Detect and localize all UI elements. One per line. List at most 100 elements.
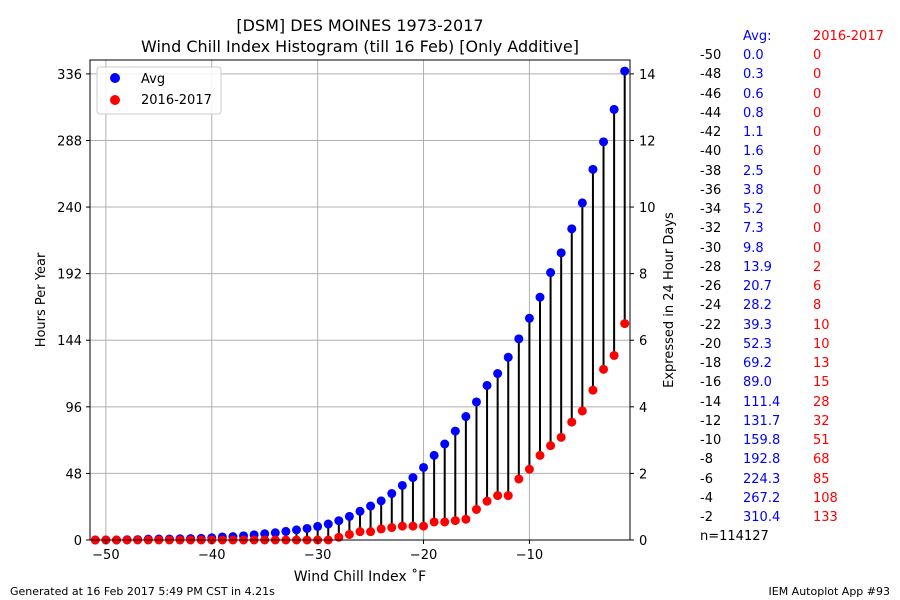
avg-point <box>471 397 481 407</box>
avg-point <box>546 268 556 278</box>
season-point <box>461 514 471 524</box>
table-season: 8 <box>813 298 822 314</box>
season-point <box>408 521 418 531</box>
y-tick-label: 0 <box>74 534 82 549</box>
table-temp: -36 <box>700 182 722 198</box>
table-avg: 39.3 <box>743 317 772 333</box>
avg-point <box>482 380 492 390</box>
y-tick-label: 192 <box>57 268 82 283</box>
table-temp: -50 <box>700 48 722 63</box>
footer-generated: Generated at 16 Feb 2017 5:49 PM CST in … <box>10 585 275 598</box>
avg-points <box>90 66 630 545</box>
table-temp: -48 <box>700 67 722 83</box>
table-season: 0 <box>813 221 822 237</box>
table-season: 10 <box>813 317 830 333</box>
avg-point <box>281 526 291 536</box>
table-avg: 3.8 <box>743 182 764 198</box>
x-tick-label: −20 <box>410 548 437 563</box>
y-right-tick-label: 4 <box>639 401 647 416</box>
y-tick-label: 48 <box>65 467 82 482</box>
table-temp: -6 <box>700 471 713 487</box>
y-axis-label: Hours Per Year <box>34 252 49 347</box>
table-season: 6 <box>813 279 822 294</box>
y-right-tick-label: 6 <box>639 334 647 349</box>
chart-subtitle: Wind Chill Index Histogram (till 16 Feb)… <box>141 37 579 56</box>
table-temp: -14 <box>700 394 722 410</box>
table-avg: 5.2 <box>743 202 764 217</box>
table-temp: -34 <box>700 202 722 217</box>
table-avg: 9.8 <box>743 240 764 256</box>
season-point <box>429 517 439 527</box>
table-avg: 267.2 <box>743 490 781 506</box>
table-season: 0 <box>813 125 822 140</box>
table-avg: 0.6 <box>743 86 764 102</box>
legend-box <box>96 66 222 115</box>
season-point <box>450 516 460 526</box>
avg-point <box>599 137 609 147</box>
table-avg: 310.4 <box>743 510 781 525</box>
plot-frame <box>89 59 631 541</box>
table-avg: 1.1 <box>743 125 764 140</box>
chart-title: [DSM] DES MOINES 1973-2017 <box>236 16 483 35</box>
season-point <box>419 521 429 531</box>
season-point <box>556 432 566 442</box>
table-temp: -10 <box>700 433 722 448</box>
grid-lines <box>90 60 630 541</box>
season-point <box>599 364 609 374</box>
y-right-tick-label: 10 <box>639 201 656 216</box>
table-temp: -8 <box>700 452 713 468</box>
avg-point <box>397 480 407 490</box>
table-avg: 52.3 <box>743 336 772 352</box>
season-point <box>387 523 397 533</box>
table-temp: -42 <box>700 125 722 140</box>
avg-point <box>387 489 397 499</box>
legend-season-marker <box>110 95 120 105</box>
y-tick-label: 336 <box>57 68 82 83</box>
avg-point <box>355 506 365 516</box>
table-season: 108 <box>813 490 838 506</box>
table-season: 0 <box>813 48 822 63</box>
season-point <box>355 527 365 537</box>
season-point <box>482 496 492 506</box>
table-avg: 1.6 <box>743 144 764 160</box>
table-season: 2 <box>813 259 822 275</box>
season-point <box>620 319 630 329</box>
avg-point <box>291 525 301 535</box>
avg-point <box>577 198 587 208</box>
x-tick-label: −30 <box>304 548 331 563</box>
stem-lines <box>126 71 626 540</box>
season-point <box>546 441 556 451</box>
table-avg: 131.7 <box>743 413 781 429</box>
avg-point <box>493 369 503 379</box>
season-point <box>535 450 545 460</box>
table-temp: -30 <box>700 240 722 256</box>
footer-app: IEM Autoplot App #93 <box>768 585 891 598</box>
table-avg: 13.9 <box>743 259 772 275</box>
x-tick-label: −40 <box>198 548 225 563</box>
avg-point <box>461 412 471 422</box>
table-season: 51 <box>813 433 830 448</box>
season-point <box>344 529 354 539</box>
y-right-tick-label: 14 <box>639 68 656 83</box>
table-temp: -40 <box>700 144 722 160</box>
legend-avg-label: Avg <box>141 72 165 87</box>
season-point <box>567 417 577 427</box>
season-point <box>577 406 587 416</box>
avg-point <box>535 292 545 302</box>
y-right-tick-label: 2 <box>639 467 647 482</box>
table-sample-count: n=114127 <box>700 529 769 544</box>
table-temp: -46 <box>700 86 722 102</box>
avg-point <box>260 529 270 539</box>
table-season: 0 <box>813 202 822 217</box>
table-season: 0 <box>813 240 822 256</box>
table-season: 0 <box>813 144 822 160</box>
table-season: 10 <box>813 336 830 352</box>
y-tick-label: 144 <box>57 334 82 349</box>
avg-point <box>609 104 619 114</box>
avg-point <box>588 164 598 174</box>
avg-point <box>270 528 280 538</box>
x-axis: −50 −40 −30 −20 −10 <box>92 540 543 563</box>
season-point <box>503 491 513 501</box>
table-avg: 7.3 <box>743 221 764 237</box>
table-season: 0 <box>813 105 822 121</box>
